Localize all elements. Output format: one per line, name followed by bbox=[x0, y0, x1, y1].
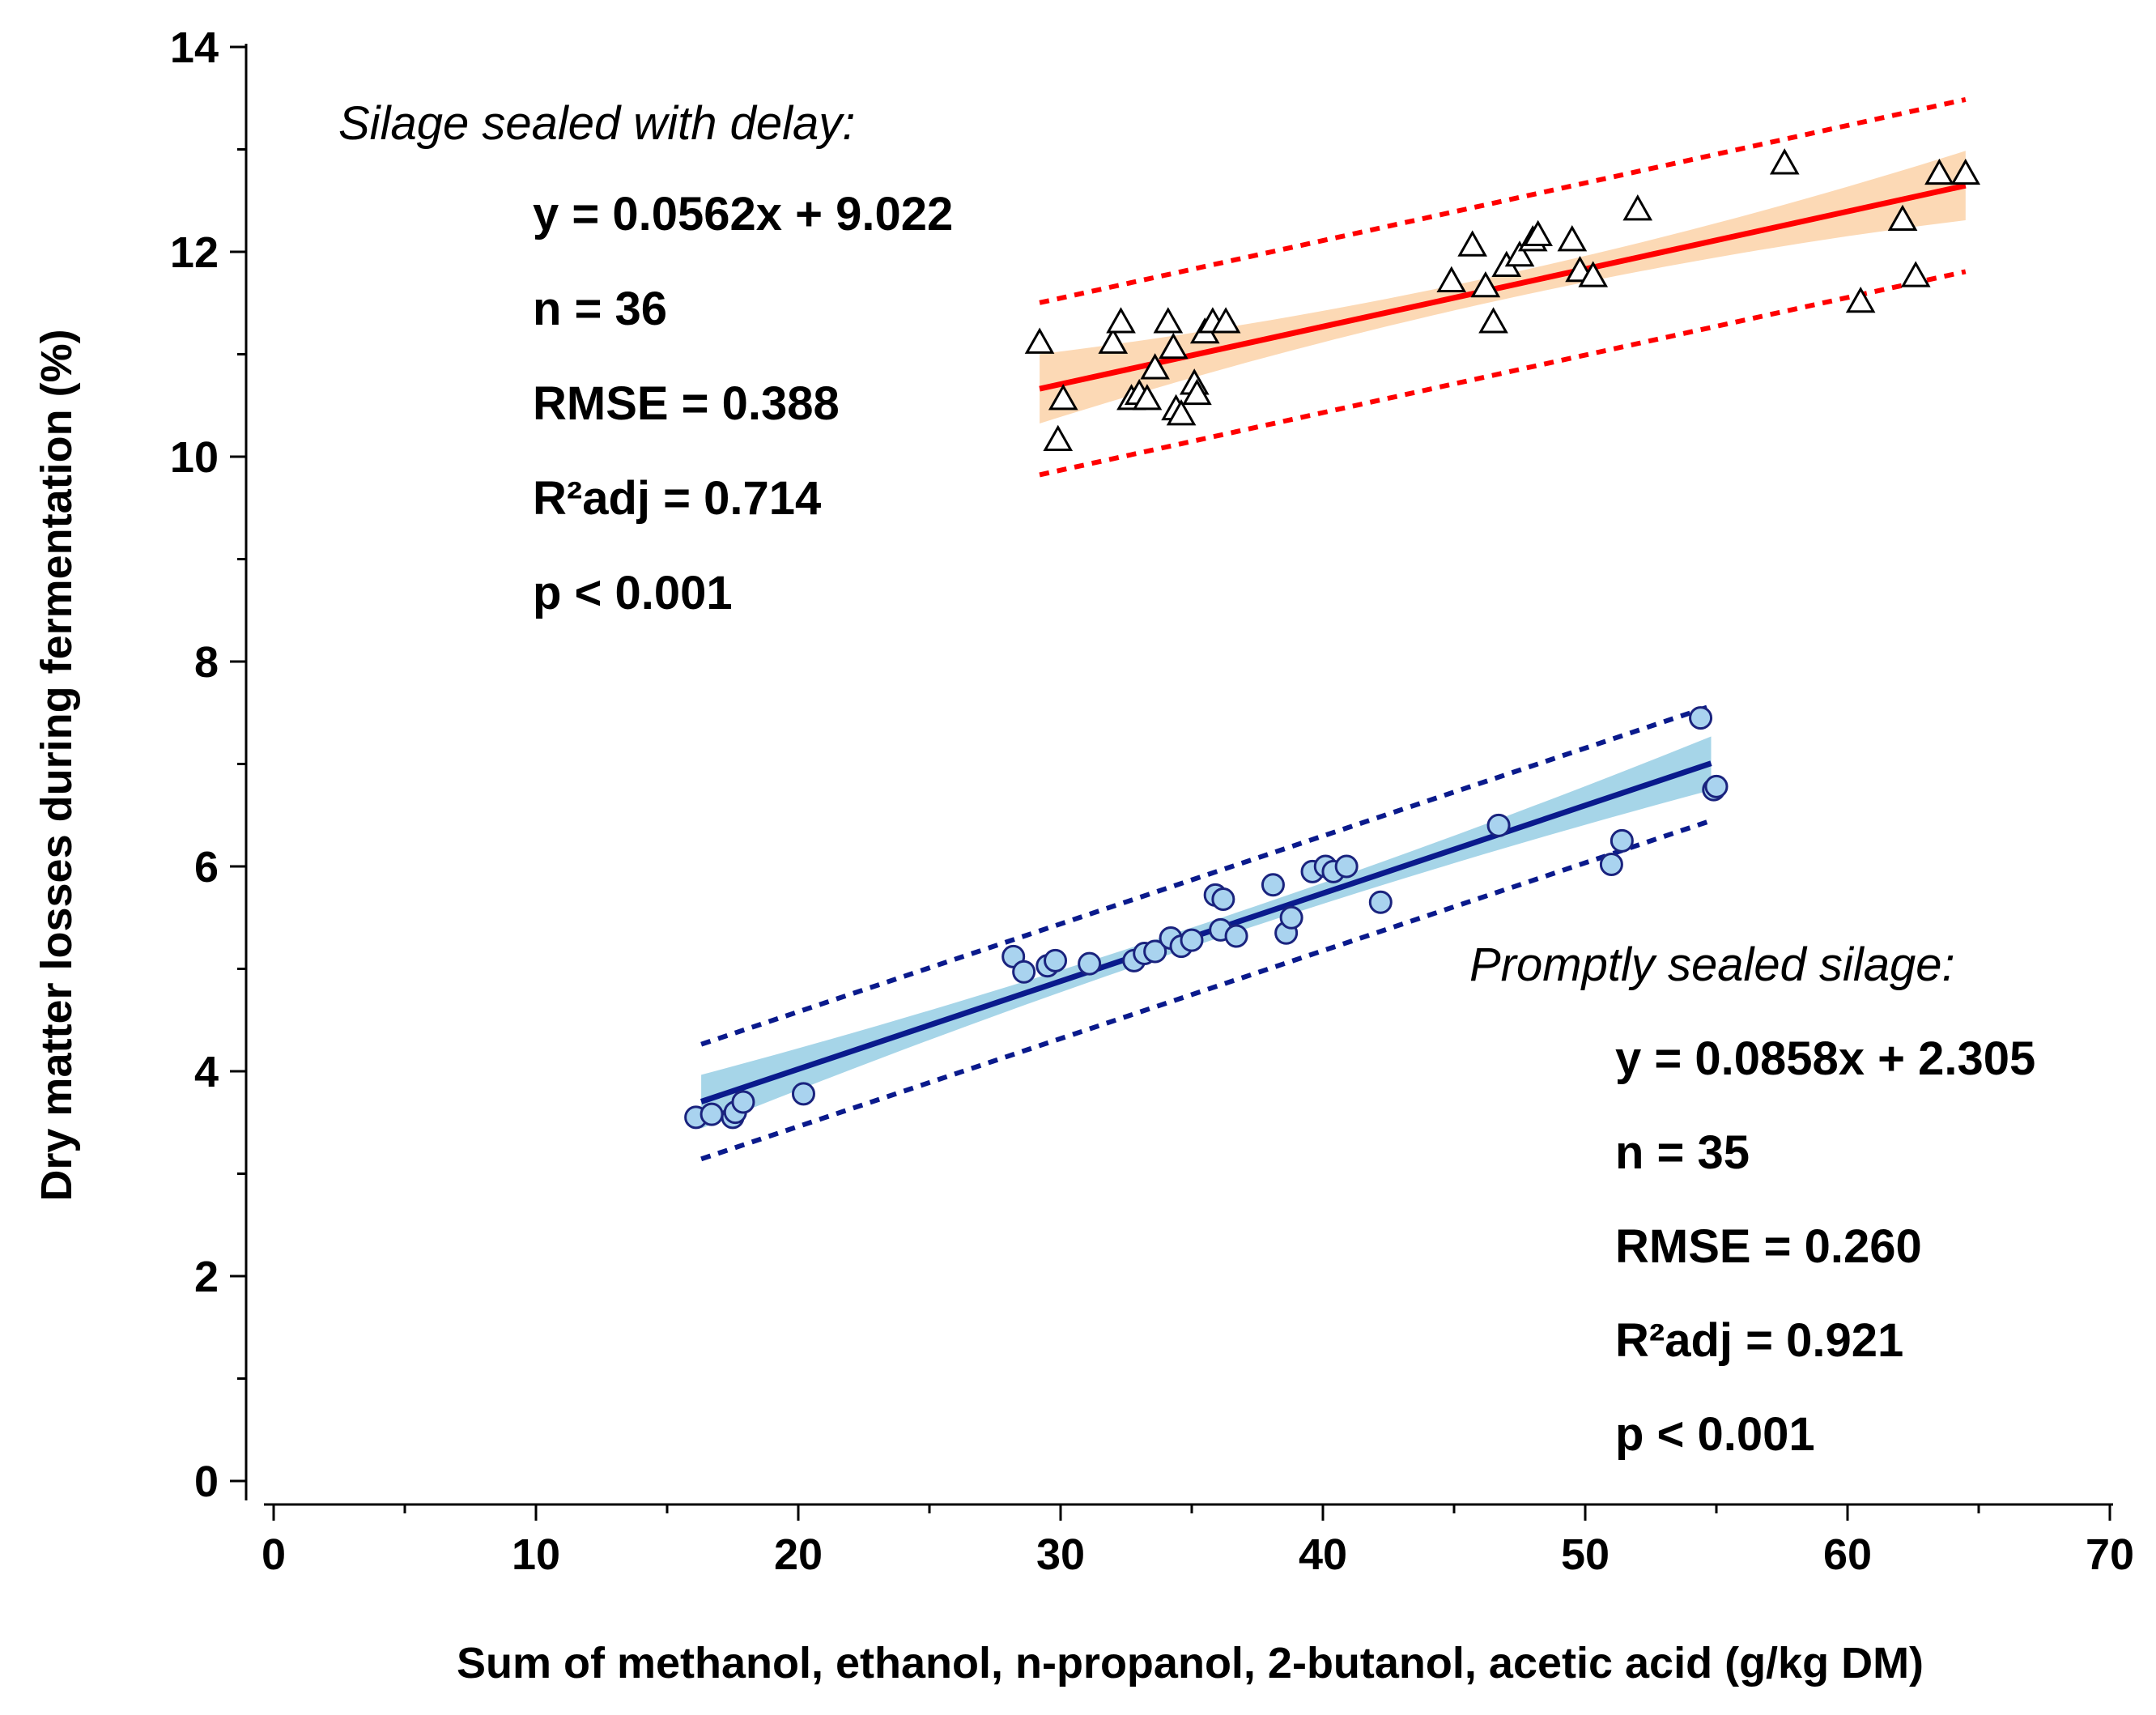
x-tick-label: 70 bbox=[2086, 1530, 2134, 1579]
y-tick-label: 8 bbox=[194, 638, 219, 687]
delayed-annotation: Silage sealed with delay: y = 0.0562x + … bbox=[338, 97, 953, 619]
prompt-data-point bbox=[700, 1102, 724, 1126]
delayed-data-point bbox=[1557, 225, 1588, 252]
fit-lines-group bbox=[700, 182, 1967, 1104]
delayed-data-point bbox=[1900, 261, 1931, 287]
prompt-data-point bbox=[1180, 928, 1204, 952]
x-tick-label: 0 bbox=[262, 1530, 286, 1579]
prediction-lines-group bbox=[700, 96, 1967, 1162]
delayed-data-point bbox=[1950, 158, 1981, 185]
prompt-data-point bbox=[1610, 828, 1634, 853]
delayed-fit-line bbox=[1039, 182, 1967, 392]
y-tick-label: 10 bbox=[170, 433, 219, 482]
y-tick-label: 4 bbox=[194, 1048, 219, 1096]
y-tick-label: 14 bbox=[170, 23, 219, 72]
delayed-r2adj: R²adj = 0.714 bbox=[533, 472, 821, 525]
delayed-p-value: p < 0.001 bbox=[533, 567, 733, 619]
delayed-equation: y = 0.0562x + 9.022 bbox=[533, 188, 953, 240]
delayed-data-point bbox=[1523, 219, 1553, 246]
delayed-data-point bbox=[1182, 378, 1212, 406]
prompt-data-point bbox=[1078, 951, 1102, 976]
delayed-data-point bbox=[1098, 327, 1129, 354]
delayed-data-point bbox=[1106, 307, 1136, 334]
prompt-data-point bbox=[1279, 905, 1303, 930]
prompt-rmse: RMSE = 0.260 bbox=[1615, 1220, 1922, 1273]
data-points-group bbox=[684, 148, 1981, 1130]
prompt-data-point bbox=[1334, 854, 1359, 879]
x-tick-label: 20 bbox=[774, 1530, 823, 1579]
prompt-data-point bbox=[1224, 924, 1248, 948]
delayed-rmse: RMSE = 0.388 bbox=[533, 377, 840, 430]
prompt-data-point bbox=[1486, 813, 1511, 837]
prompt-data-point bbox=[1012, 960, 1036, 984]
delayed-annotation-title: Silage sealed with delay: bbox=[338, 97, 855, 150]
x-tick-label: 50 bbox=[1561, 1530, 1610, 1579]
delayed-n: n = 36 bbox=[533, 283, 667, 335]
prompt-annotation: Promptly sealed silage: y = 0.0858x + 2.… bbox=[1469, 938, 2035, 1461]
y-tick-label: 12 bbox=[170, 228, 219, 277]
prompt-data-point bbox=[1689, 706, 1713, 730]
y-axis-title: Dry matter losses during fermentation (%… bbox=[32, 329, 81, 1201]
delayed-data-point bbox=[1924, 158, 1954, 185]
prompt-p-value: p < 0.001 bbox=[1615, 1408, 1815, 1461]
delayed-data-point bbox=[1457, 230, 1487, 257]
delayed-upper-prediction-line bbox=[1039, 96, 1967, 305]
prompt-n: n = 35 bbox=[1615, 1126, 1750, 1179]
delayed-lower-prediction-line bbox=[1039, 269, 1967, 478]
prompt-data-point bbox=[1044, 948, 1068, 972]
x-tick-label: 60 bbox=[1823, 1530, 1872, 1579]
delayed-data-point bbox=[1578, 261, 1609, 287]
delayed-data-point bbox=[1436, 266, 1467, 292]
prompt-annotation-title: Promptly sealed silage: bbox=[1469, 938, 1955, 991]
x-tick-label: 10 bbox=[512, 1530, 560, 1579]
delayed-data-point bbox=[1043, 424, 1074, 451]
delayed-data-point bbox=[1470, 270, 1501, 298]
y-tick-label: 2 bbox=[194, 1253, 219, 1301]
prompt-data-point bbox=[1143, 939, 1167, 964]
prompt-upper-prediction-line bbox=[700, 703, 1712, 1047]
delayed-data-point bbox=[1845, 286, 1876, 313]
prompt-data-point bbox=[1704, 774, 1729, 798]
x-tick-label: 30 bbox=[1036, 1530, 1085, 1579]
delayed-data-point bbox=[1140, 353, 1170, 380]
delayed-data-point bbox=[1166, 399, 1197, 426]
prompt-data-point bbox=[1599, 852, 1623, 876]
delayed-data-point bbox=[1132, 384, 1163, 411]
delayed-data-point bbox=[1478, 307, 1508, 334]
prompt-data-point bbox=[791, 1082, 815, 1106]
delayed-data-point bbox=[1622, 194, 1653, 221]
delayed-data-point bbox=[1048, 384, 1078, 411]
delayed-data-point bbox=[1887, 204, 1918, 231]
x-tick-label: 40 bbox=[1299, 1530, 1347, 1579]
delayed-data-point bbox=[1769, 148, 1800, 175]
delayed-data-point bbox=[1210, 307, 1241, 334]
axes-group: 0 2 4 6 8 10 12 14 0 10 20 30 40 50 60 70 bbox=[170, 23, 2134, 1579]
y-tick-label: 6 bbox=[194, 843, 219, 892]
prompt-fit-line bbox=[700, 760, 1712, 1104]
prompt-equation: y = 0.0858x + 2.305 bbox=[1615, 1032, 2035, 1085]
delayed-data-point bbox=[1024, 327, 1055, 354]
prompt-data-point bbox=[731, 1090, 755, 1114]
prompt-data-point bbox=[1261, 873, 1285, 897]
x-axis-title: Sum of methanol, ethanol, n-propanol, 2-… bbox=[457, 1639, 1924, 1687]
delayed-data-point bbox=[1153, 307, 1184, 334]
y-tick-label: 0 bbox=[194, 1458, 219, 1506]
prompt-r2adj: R²adj = 0.921 bbox=[1615, 1314, 1903, 1367]
prompt-data-point bbox=[1211, 887, 1235, 911]
delayed-data-point bbox=[1159, 332, 1189, 360]
prompt-data-point bbox=[1368, 890, 1393, 914]
delayed-data-point bbox=[1504, 240, 1535, 267]
